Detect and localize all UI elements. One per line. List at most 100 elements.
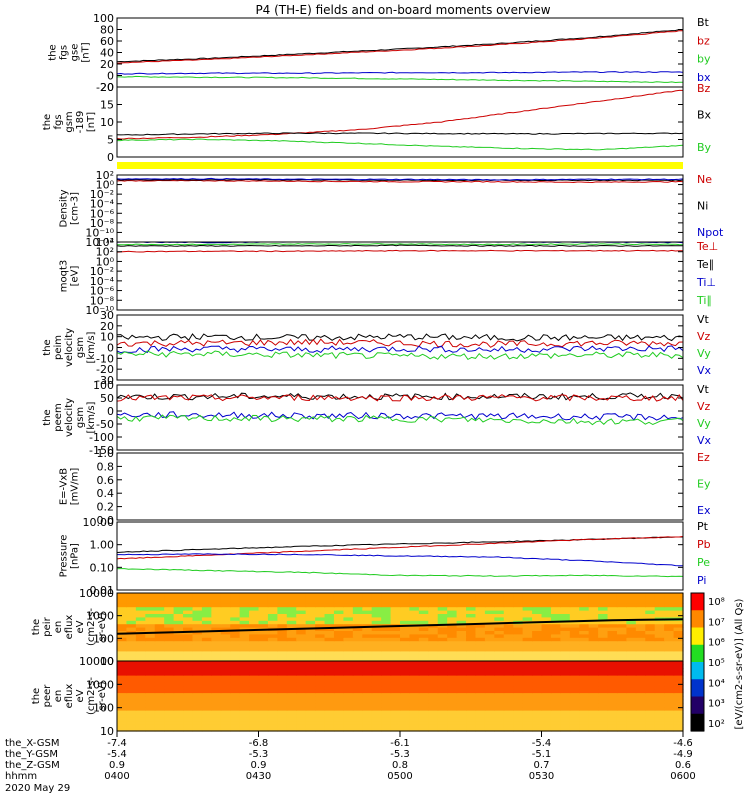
heatmap-cell [484, 603, 495, 608]
heatmap-cell [333, 720, 344, 725]
heatmap-cell [230, 671, 241, 676]
heatmap-cell [550, 633, 561, 638]
heatmap-cell [135, 717, 146, 722]
colorbar-segment [691, 662, 704, 680]
heatmap-cell [484, 593, 495, 597]
heatmap-cell [145, 661, 156, 666]
heatmap-cell [315, 633, 326, 638]
heatmap-cell [126, 727, 137, 732]
heatmap-cell [645, 623, 656, 628]
heatmap-cell [579, 650, 590, 655]
heatmap-cell [381, 616, 392, 621]
heatmap-cell [447, 613, 458, 618]
heatmap-cell [220, 713, 231, 718]
heatmap-cell [616, 727, 627, 732]
heatmap-cell [381, 640, 392, 645]
heatmap-cell [381, 650, 392, 655]
heatmap-cell [532, 650, 543, 655]
heatmap-cell [654, 706, 665, 711]
heatmap-cell [230, 682, 241, 687]
heatmap-cell [220, 664, 231, 669]
heatmap-cell [267, 689, 278, 694]
heatmap-cell [390, 717, 401, 722]
heatmap-cell [484, 596, 495, 601]
heatmap-cell [616, 689, 627, 694]
heatmap-cell [456, 699, 467, 704]
heatmap-cell [164, 664, 175, 669]
y-tick-label: 60 [100, 35, 114, 48]
heatmap-cell [475, 610, 486, 614]
heatmap-cell [645, 685, 656, 690]
heatmap-cell [494, 610, 505, 614]
heatmap-cell [418, 650, 429, 655]
heatmap-cell [352, 650, 363, 655]
heatmap-cell [381, 593, 392, 597]
heatmap-cell [522, 717, 533, 722]
heatmap-cell [579, 678, 590, 683]
legend-Ey: Ey [697, 478, 711, 491]
heatmap-cell [220, 596, 231, 601]
heatmap-cell [616, 675, 627, 680]
legend-Vy: Vy [697, 417, 711, 430]
heatmap-cell [560, 610, 571, 614]
heatmap-cell [560, 630, 571, 635]
heatmap-cell [475, 664, 486, 669]
heatmap-cell [211, 616, 222, 621]
heatmap-cell [437, 647, 448, 652]
heatmap-cell [579, 627, 590, 631]
heatmap-cell [352, 675, 363, 680]
heatmap-cell [192, 717, 203, 722]
heatmap-cell [550, 661, 561, 666]
heatmap-cell [305, 717, 316, 722]
y-tick-label: -50 [96, 418, 114, 431]
heatmap-cell [352, 616, 363, 621]
heatmap-cell [437, 699, 448, 704]
heatmap-cell [230, 644, 241, 648]
heatmap-cell [447, 720, 458, 725]
x-tick-label: -5.3 [249, 749, 269, 760]
heatmap-cell [560, 724, 571, 729]
legend-Vx: Vx [697, 364, 712, 377]
heatmap-cell [390, 657, 401, 662]
heatmap-cell [673, 661, 684, 666]
heatmap-cell [173, 593, 184, 597]
heatmap-cell [164, 713, 175, 718]
heatmap-cell [673, 610, 684, 614]
heatmap-cell [305, 657, 316, 662]
heatmap-cell [409, 620, 420, 625]
heatmap-cell [145, 613, 156, 618]
heatmap-cell [550, 671, 561, 676]
heatmap-cell [381, 644, 392, 648]
heatmap-cell [183, 685, 194, 690]
heatmap-cell [418, 692, 429, 697]
heatmap-cell [343, 668, 354, 673]
heatmap-cell [560, 644, 571, 648]
heatmap-cell [126, 620, 137, 625]
heatmap-cell [117, 699, 128, 704]
heatmap-cell [664, 682, 675, 687]
heatmap-cell [164, 620, 175, 625]
heatmap-cell [315, 637, 326, 642]
heatmap-cell [324, 692, 335, 697]
heatmap-cell [126, 654, 137, 659]
heatmap-cell [296, 671, 307, 676]
heatmap-cell [409, 678, 420, 683]
heatmap-cell [673, 620, 684, 625]
heatmap-cell [400, 685, 411, 690]
heatmap-cell [352, 727, 363, 732]
heatmap-cell [267, 633, 278, 638]
heatmap-cell [352, 633, 363, 638]
heatmap-cell [324, 675, 335, 680]
heatmap-cell [616, 713, 627, 718]
heatmap-cell [239, 699, 250, 704]
heatmap-cell [635, 724, 646, 729]
heatmap-cell [258, 710, 269, 715]
heatmap-cell [484, 650, 495, 655]
heatmap-cell [230, 650, 241, 655]
heatmap-cell [484, 623, 495, 628]
heatmap-cell [145, 606, 156, 611]
heatmap-cell [635, 647, 646, 652]
heatmap-cell [550, 724, 561, 729]
